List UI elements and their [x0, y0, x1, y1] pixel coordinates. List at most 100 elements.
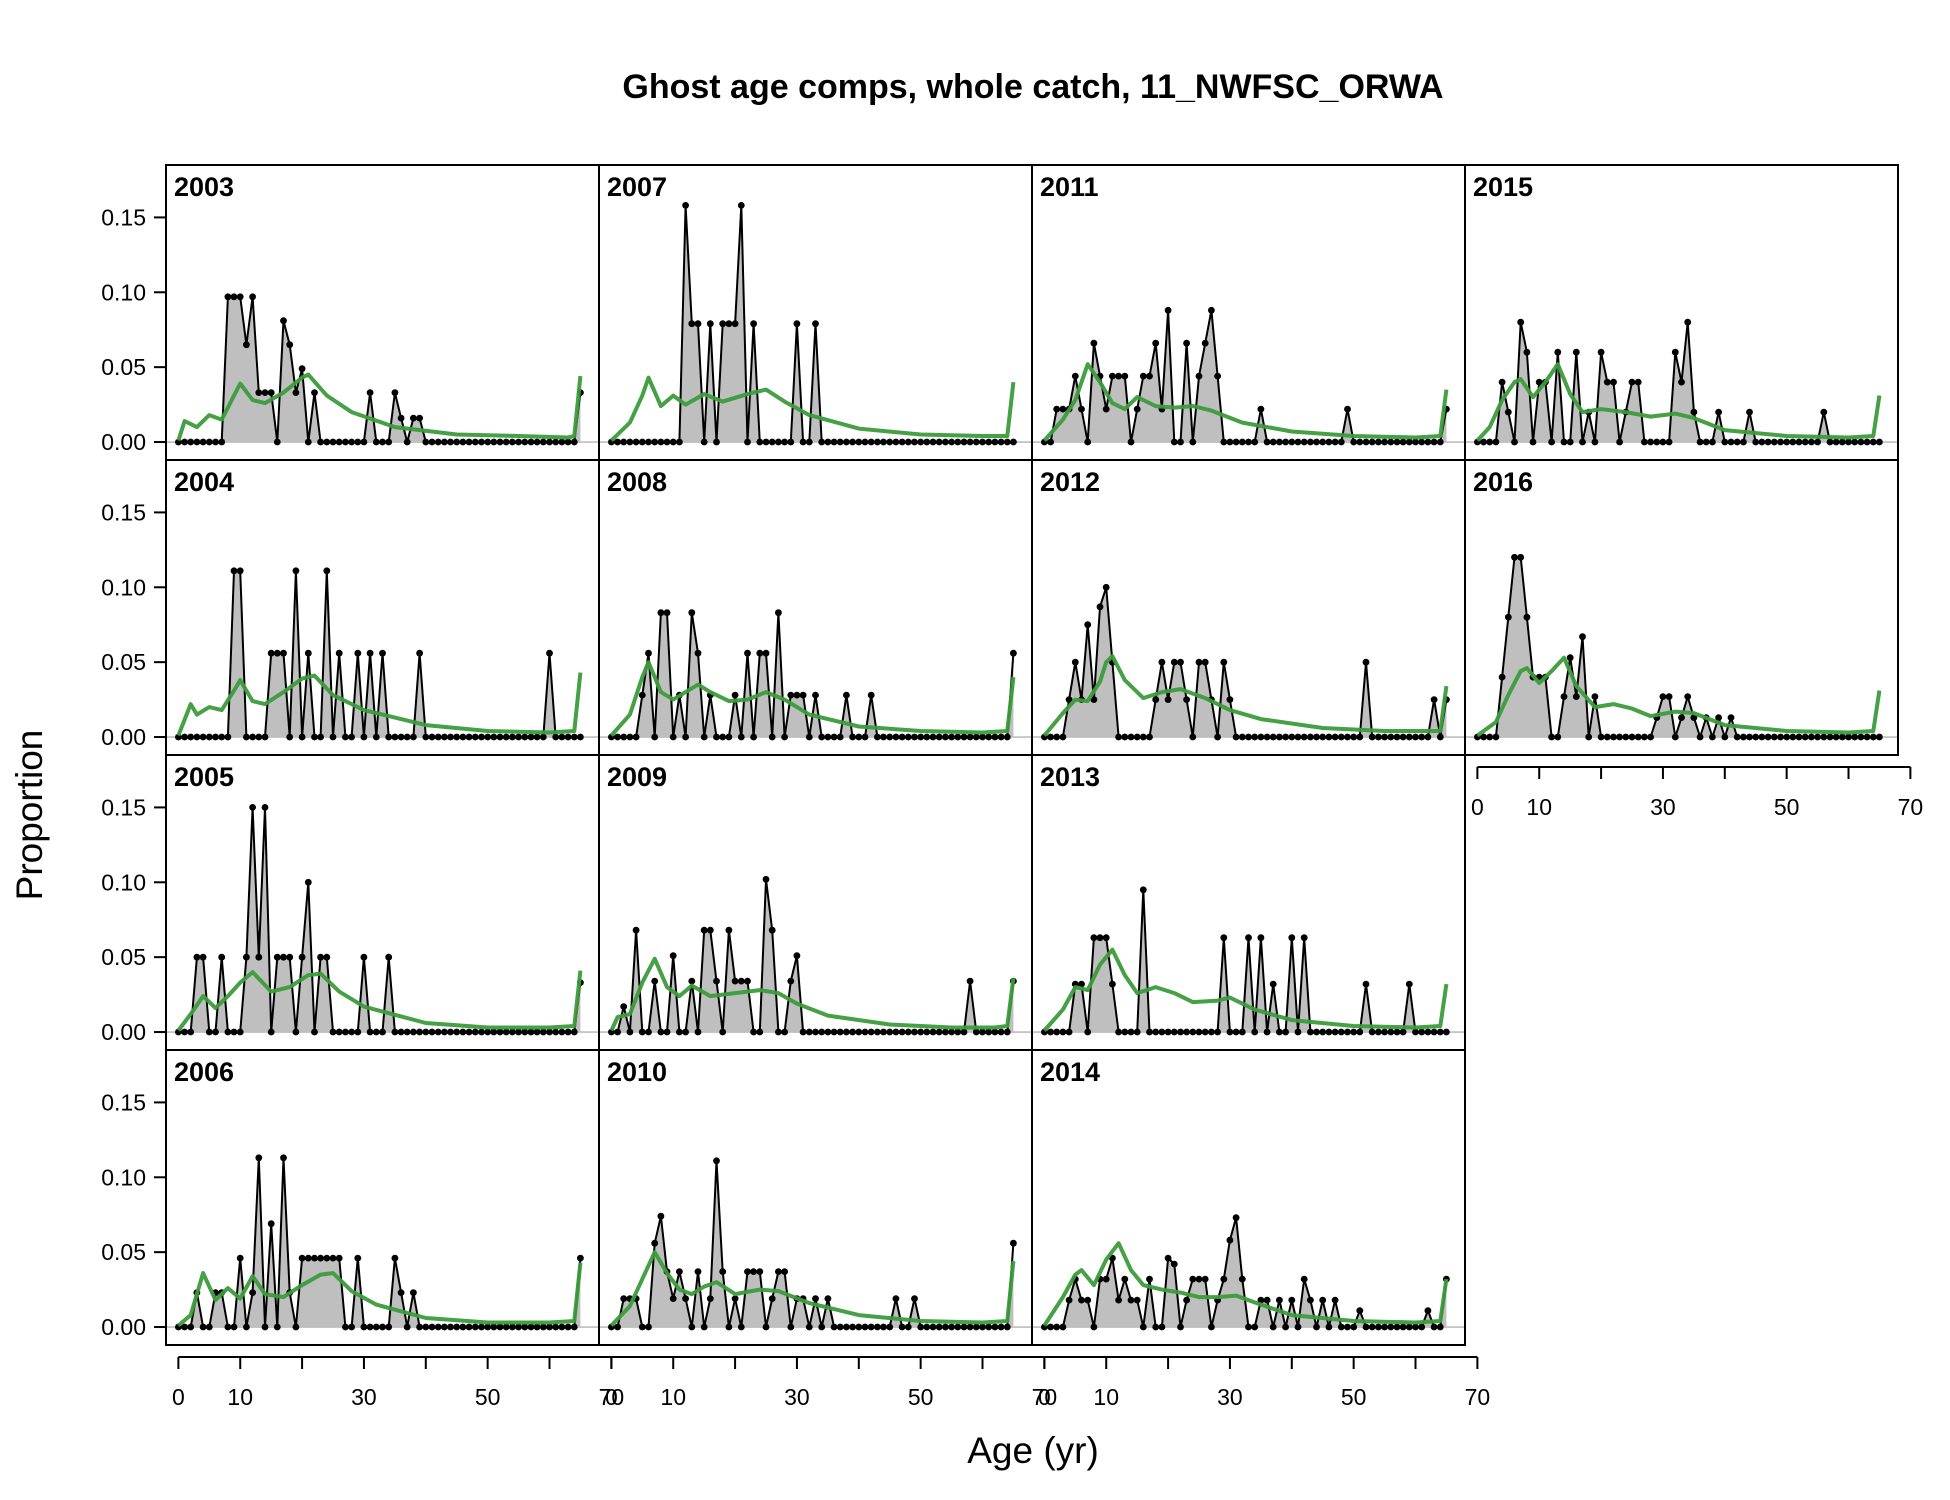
observed-point-age-46 [1325, 733, 1333, 741]
x-tick-label: 30 [1217, 1384, 1243, 1410]
y-tick-label: 0.10 [101, 574, 146, 600]
observed-point-age-17 [713, 733, 720, 741]
observed-point-age-39 [416, 649, 423, 657]
observed-point-age-52 [929, 1028, 937, 1036]
observed-point-age-42 [1733, 438, 1741, 446]
observed-point-age-51 [923, 1323, 931, 1331]
observed-point-age-20 [731, 320, 739, 328]
observed-point-age-22 [744, 438, 751, 446]
y-tick-label: 0.10 [101, 869, 146, 895]
observed-point-age-2 [187, 1028, 195, 1036]
observed-point-age-16 [1572, 348, 1580, 356]
observed-point-age-47 [465, 1028, 473, 1036]
observed-point-age-14 [694, 320, 702, 328]
observed-point-age-29 [1220, 658, 1228, 666]
observed-point-age-30 [793, 691, 801, 699]
observed-point-age-31 [1232, 1028, 1240, 1036]
observed-point-age-51 [1789, 733, 1797, 741]
observed-point-age-48 [1337, 1028, 1345, 1036]
observed-point-age-5 [1504, 408, 1512, 416]
observed-point-age-40 [1288, 438, 1296, 446]
observed-point-age-63 [997, 438, 1005, 446]
observed-point-age-12 [249, 733, 256, 741]
observed-point-age-13 [1121, 372, 1129, 380]
observed-point-age-21 [737, 977, 745, 985]
observed-point-age-18 [286, 341, 294, 349]
observed-point-age-56 [954, 733, 962, 741]
observed-point-age-53 [502, 438, 510, 446]
observed-point-age-31 [799, 691, 807, 699]
observed-point-age-5 [1071, 372, 1079, 380]
observed-point-age-1 [1480, 438, 1487, 446]
observed-point-age-25 [762, 1323, 770, 1331]
observed-point-age-22 [1177, 658, 1184, 666]
observed-point-age-44 [447, 1028, 454, 1036]
observed-point-age-55 [515, 438, 522, 446]
observed-point-age-24 [323, 567, 331, 575]
observed-point-age-22 [1610, 733, 1617, 741]
observed-point-age-1 [181, 438, 189, 446]
observed-point-age-38 [843, 1323, 850, 1331]
observed-point-age-46 [459, 1323, 467, 1331]
observed-point-age-17 [1579, 438, 1586, 446]
panel-year-label: 2012 [1040, 467, 1100, 497]
observed-point-age-52 [496, 438, 504, 446]
observed-point-age-48 [904, 1028, 912, 1036]
observed-point-age-3 [193, 438, 201, 446]
observed-point-age-28 [348, 1323, 355, 1331]
observed-point-age-45 [886, 438, 894, 446]
observed-point-age-36 [397, 414, 405, 422]
observed-point-age-33 [1678, 714, 1685, 721]
observed-point-age-32 [372, 733, 380, 741]
observed-point-age-27 [1208, 1028, 1215, 1036]
observed-point-age-42 [1300, 733, 1308, 741]
observed-point-age-23 [1183, 1028, 1190, 1036]
observed-point-age-63 [997, 1323, 1005, 1331]
observed-point-age-40 [855, 438, 863, 446]
observed-point-age-32 [805, 1323, 813, 1331]
observed-point-age-47 [1331, 438, 1339, 446]
observed-point-age-45 [886, 1028, 894, 1036]
observed-point-age-26 [1201, 1275, 1209, 1283]
observed-point-age-39 [849, 438, 856, 446]
observed-point-age-9 [230, 1323, 238, 1331]
observed-point-age-60 [546, 649, 553, 657]
observed-point-age-32 [805, 1028, 813, 1036]
observed-point-age-14 [261, 1323, 269, 1331]
observed-point-age-21 [1170, 438, 1178, 446]
observed-point-age-8 [1523, 348, 1531, 356]
observed-point-age-16 [273, 1323, 281, 1331]
observed-point-age-29 [1220, 1275, 1228, 1283]
observed-point-age-58 [966, 1323, 974, 1331]
observed-point-age-49 [478, 733, 485, 741]
observed-point-age-20 [731, 691, 739, 699]
observed-point-age-56 [1820, 408, 1828, 416]
observed-point-age-59 [972, 733, 980, 741]
observed-point-age-24 [756, 1268, 764, 1275]
observed-point-age-30 [1226, 438, 1234, 446]
observed-point-age-41 [428, 1323, 436, 1331]
observed-line [178, 807, 582, 1033]
observed-point-age-61 [985, 1028, 993, 1036]
observed-point-age-47 [465, 1323, 473, 1331]
panels-layer: 2003 0.00 0.05 0.10 0.15 2004 0.00 0.05 0.10 0.15… [101, 164, 1923, 1410]
observed-point-age-21 [1170, 658, 1178, 666]
observed-point-age-8 [1090, 934, 1098, 942]
observed-point-age-50 [917, 1323, 925, 1331]
observed-point-age-48 [904, 1323, 912, 1331]
observed-point-age-12 [682, 1028, 689, 1036]
panel-2012: 2012 [1031, 459, 1466, 756]
observed-point-age-6 [1511, 553, 1518, 561]
observed-point-age-36 [1696, 733, 1704, 741]
observed-point-age-40 [422, 1028, 430, 1036]
observed-point-age-28 [348, 1028, 355, 1036]
observed-point-age-34 [1251, 733, 1259, 741]
observed-point-age-19 [292, 1028, 300, 1036]
observed-point-age-9 [1096, 603, 1104, 611]
observed-point-age-25 [329, 1028, 337, 1036]
observed-point-age-54 [1375, 438, 1382, 446]
observed-point-age-29 [354, 1254, 362, 1262]
observed-point-age-26 [1634, 733, 1642, 741]
observed-point-age-55 [948, 1323, 955, 1331]
observed-point-age-53 [935, 438, 943, 446]
